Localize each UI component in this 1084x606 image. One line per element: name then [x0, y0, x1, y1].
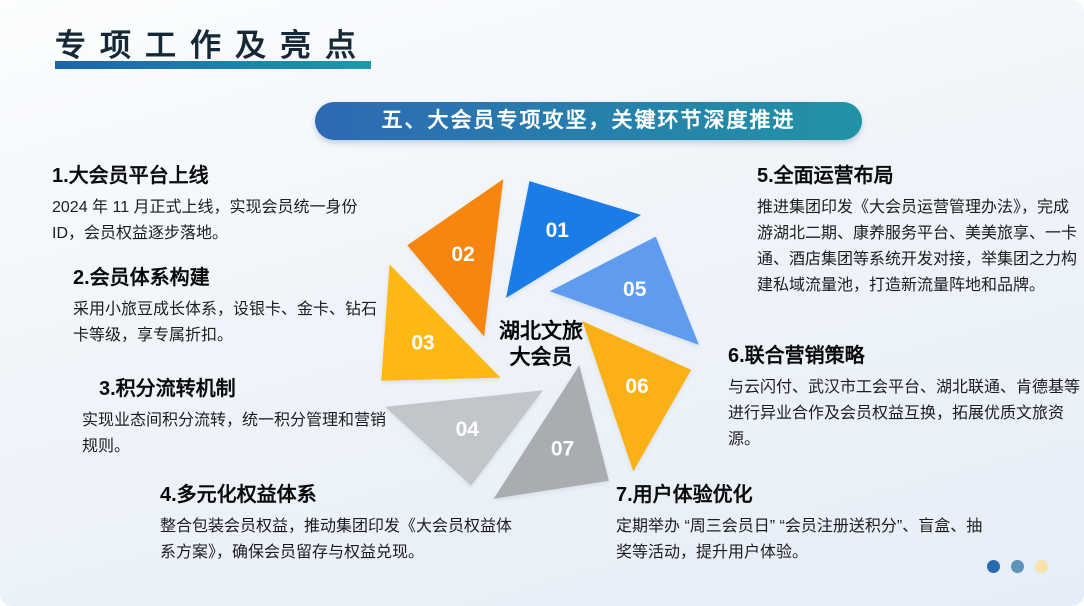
item-3-heading: 3.积分流转机制 — [99, 378, 236, 400]
item-7-heading: 7.用户体验优化 — [616, 484, 753, 506]
pinwheel-segment-number-02: 02 — [451, 243, 474, 266]
center-label-line1: 湖北文旅 — [499, 320, 583, 343]
pinwheel-segment-05 — [549, 236, 699, 345]
pinwheel-diagram: 01 05 06 07 04 03 02 — [381, 179, 699, 499]
pinwheel-segment-number-01: 01 — [546, 219, 570, 242]
item-7-body: 定期举办 “周三会员日” “会员注册送积分”、盲盒、抽奖等活动，提升用户体验。 — [616, 518, 983, 561]
pagination-dot-2[interactable] — [1011, 560, 1024, 573]
pinwheel-segment-number-05: 05 — [623, 278, 647, 301]
item-4-benefits-system: 4.多元化权益体系 整合包装会员权益，推动集团印发《大会员权益体系方案》，确保会… — [160, 483, 512, 566]
item-2-membership-system: 2.会员体系构建 采用小旅豆成长体系，设银卡、金卡、钻石卡等级，享专属折扣。 — [73, 266, 379, 349]
item-7-user-experience: 7.用户体验优化 定期举办 “周三会员日” “会员注册送积分”、盲盒、抽奖等活动… — [616, 483, 990, 566]
item-3-body: 实现业态间积分流转，统一积分管理和营销规则。 — [82, 412, 387, 455]
diagram-center-label: 湖北文旅 大会员 — [455, 319, 627, 371]
item-2-heading: 2.会员体系构建 — [73, 267, 210, 289]
item-6-heading: 6.联合营销策略 — [728, 345, 865, 367]
item-5-heading: 5.全面运营布局 — [757, 165, 894, 187]
pinwheel-segment-07 — [493, 365, 609, 499]
item-6-body: 与云闪付、武汉市工会平台、湖北联通、肯德基等进行异业合作及会员权益互换，拓展优质… — [728, 379, 1081, 448]
item-1-platform-launch: 1.大会员平台上线 2024 年 11 月正式上线，实现会员统一身份 ID，会员… — [52, 164, 374, 247]
pagination-dots — [987, 560, 1048, 573]
center-label-line2: 大会员 — [509, 346, 573, 369]
section-banner: 五、大会员专项攻坚，关键环节深度推进 — [315, 102, 862, 140]
pagination-dot-3[interactable] — [1035, 560, 1048, 573]
item-6-joint-marketing: 6.联合营销策略 与云闪付、武汉市工会平台、湖北联通、肯德基等进行异业合作及会员… — [728, 344, 1084, 453]
pinwheel-segment-number-03: 03 — [411, 332, 434, 355]
item-1-heading: 1.大会员平台上线 — [52, 165, 209, 187]
pinwheel-segment-number-07: 07 — [551, 438, 574, 461]
title-underline — [55, 61, 371, 69]
pinwheel-segment-06 — [582, 321, 692, 472]
item-4-heading: 4.多元化权益体系 — [160, 484, 317, 506]
item-4-body: 整合包装会员权益，推动集团印发《大会员权益体系方案》，确保会员留存与权益兑现。 — [160, 518, 513, 561]
pinwheel-segment-02 — [407, 179, 504, 337]
item-1-body: 2024 年 11 月正式上线，实现会员统一身份 ID，会员权益逐步落地。 — [52, 199, 358, 242]
pinwheel-segment-04 — [385, 390, 543, 486]
pinwheel-segment-03 — [381, 264, 501, 381]
pinwheel-segment-number-06: 06 — [625, 375, 648, 398]
page-title: 专项工作及亮点 — [55, 28, 370, 63]
pinwheel-segment-number-04: 04 — [456, 418, 480, 441]
pinwheel-segment-01 — [506, 181, 642, 298]
item-2-body: 采用小旅豆成长体系，设银卡、金卡、钻石卡等级，享专属折扣。 — [73, 301, 378, 344]
item-5-operation-layout: 5.全面运营布局 推进集团印发《大会员运营管理办法》，完成游湖北二期、康养服务平… — [757, 164, 1083, 299]
pagination-dot-1[interactable] — [987, 560, 1000, 573]
item-5-body: 推进集团印发《大会员运营管理办法》，完成游湖北二期、康养服务平台、美美旅享、一卡… — [757, 199, 1078, 294]
item-3-points-mechanism: 3.积分流转机制 实现业态间积分流转，统一积分管理和营销规则。 — [82, 377, 390, 460]
